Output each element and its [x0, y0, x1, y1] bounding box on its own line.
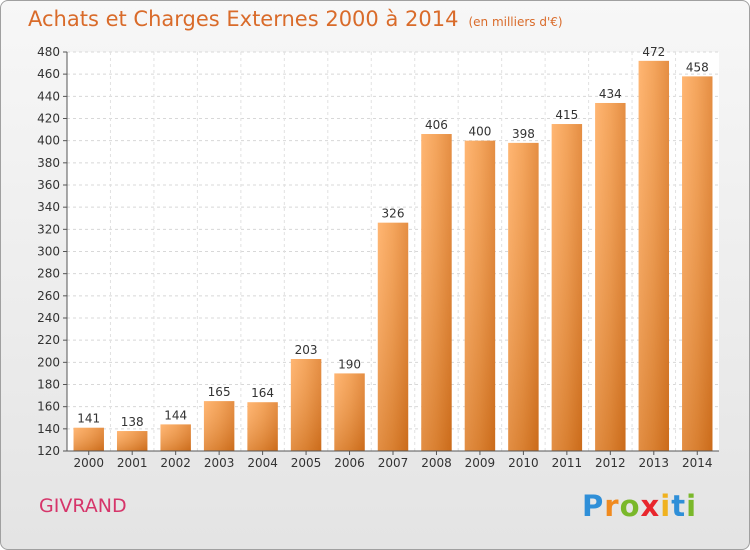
y-tick-label: 240: [37, 311, 60, 325]
data-label-2009: 400: [468, 125, 491, 139]
y-tick-label: 160: [37, 400, 60, 414]
x-tick-label-2010: 2010: [508, 456, 539, 470]
x-tick-label-2002: 2002: [160, 456, 191, 470]
data-label-2014: 458: [686, 60, 709, 74]
bar-shade-2014: [682, 76, 713, 451]
bar-shade-2003: [203, 401, 235, 451]
x-tick-label-2004: 2004: [247, 456, 278, 470]
data-label-2010: 398: [512, 127, 535, 141]
y-tick-label: 420: [37, 112, 60, 126]
axes: 120 140 160 180 200 220 240 260 280 300 320 340 360 3…: [37, 45, 719, 470]
data-label-2006: 190: [338, 357, 361, 371]
data-label-2000: 141: [77, 412, 100, 426]
bar-shade-2012: [595, 102, 626, 451]
y-tick-label: 460: [37, 67, 60, 81]
bar-shade-2004: [247, 402, 278, 451]
data-label-2013: 472: [642, 45, 665, 59]
y-tick-label: 300: [37, 245, 60, 259]
data-label-2002: 144: [164, 408, 187, 422]
x-tick-label-2001: 2001: [117, 456, 148, 470]
chart-title-text: Achats et Charges Externes 2000 à 2014: [28, 7, 459, 31]
data-label-2005: 203: [295, 343, 318, 357]
y-tick-label: 320: [37, 222, 60, 236]
bar-shade-2013: [638, 60, 670, 451]
x-tick-label-2007: 2007: [378, 456, 409, 470]
x-tick-label-2012: 2012: [595, 456, 626, 470]
bar-shade-2010: [508, 142, 539, 451]
bar-shade-2000: [73, 427, 104, 451]
y-tick-label: 400: [37, 134, 60, 148]
x-tick-label-2011: 2011: [552, 456, 583, 470]
data-label-2012: 434: [599, 87, 622, 101]
x-tick-label-2005: 2005: [291, 456, 322, 470]
data-label-2003: 165: [208, 385, 231, 399]
data-label-2007: 326: [382, 207, 405, 221]
bars: 141 138 144 165 164 203 190 326 406 400 398 415 434 4…: [73, 45, 713, 452]
logo-letter: x: [640, 489, 661, 523]
bar-shade-2005: [290, 359, 322, 451]
data-label-2011: 415: [555, 108, 578, 122]
bar-shade-2002: [160, 424, 191, 451]
y-tick-label: 440: [37, 89, 60, 103]
x-tick-label-2006: 2006: [334, 456, 365, 470]
bar-shade-2011: [551, 124, 583, 452]
y-tick-label: 360: [37, 178, 60, 192]
y-tick-label: 280: [37, 267, 60, 281]
y-tick-label: 340: [37, 200, 60, 214]
logo-letter: i: [686, 489, 698, 523]
logo-letter: i: [660, 489, 672, 523]
data-label-2001: 138: [121, 415, 144, 429]
chart-subtitle: (en milliers d'€): [468, 15, 563, 29]
place-name: GIVRAND: [39, 495, 127, 517]
logo-letter: r: [604, 489, 620, 523]
x-tick-label-2014: 2014: [682, 456, 713, 470]
y-tick-label: 120: [37, 444, 60, 458]
chart-title: Achats et Charges Externes 2000 à 2014 (e…: [28, 7, 563, 31]
bar-shade-2007: [377, 222, 409, 451]
bar-shade-2001: [116, 431, 148, 451]
x-tick-label-2003: 2003: [204, 456, 235, 470]
y-tick-label: 380: [37, 156, 60, 170]
data-label-2008: 406: [425, 118, 448, 132]
logo-letter: o: [619, 489, 641, 523]
x-tick-label-2013: 2013: [639, 456, 670, 470]
logo-letter: P: [582, 489, 605, 523]
x-tick-label-2009: 2009: [465, 456, 496, 470]
x-tick-label-2008: 2008: [421, 456, 452, 470]
y-tick-label: 180: [37, 378, 60, 392]
bar-shade-2006: [334, 373, 365, 451]
data-label-2004: 164: [251, 386, 274, 400]
y-tick-label: 220: [37, 333, 60, 347]
bar-shade-2008: [421, 134, 452, 451]
y-tick-label: 140: [37, 422, 60, 436]
y-tick-label: 200: [37, 355, 60, 369]
bar-shade-2009: [464, 140, 496, 451]
x-tick-label-2000: 2000: [73, 456, 104, 470]
y-tick-label: 260: [37, 289, 60, 303]
y-tick-label: 480: [37, 45, 60, 59]
proxiti-logo: Proxiti: [582, 489, 697, 523]
logo-letter: t: [671, 489, 687, 523]
